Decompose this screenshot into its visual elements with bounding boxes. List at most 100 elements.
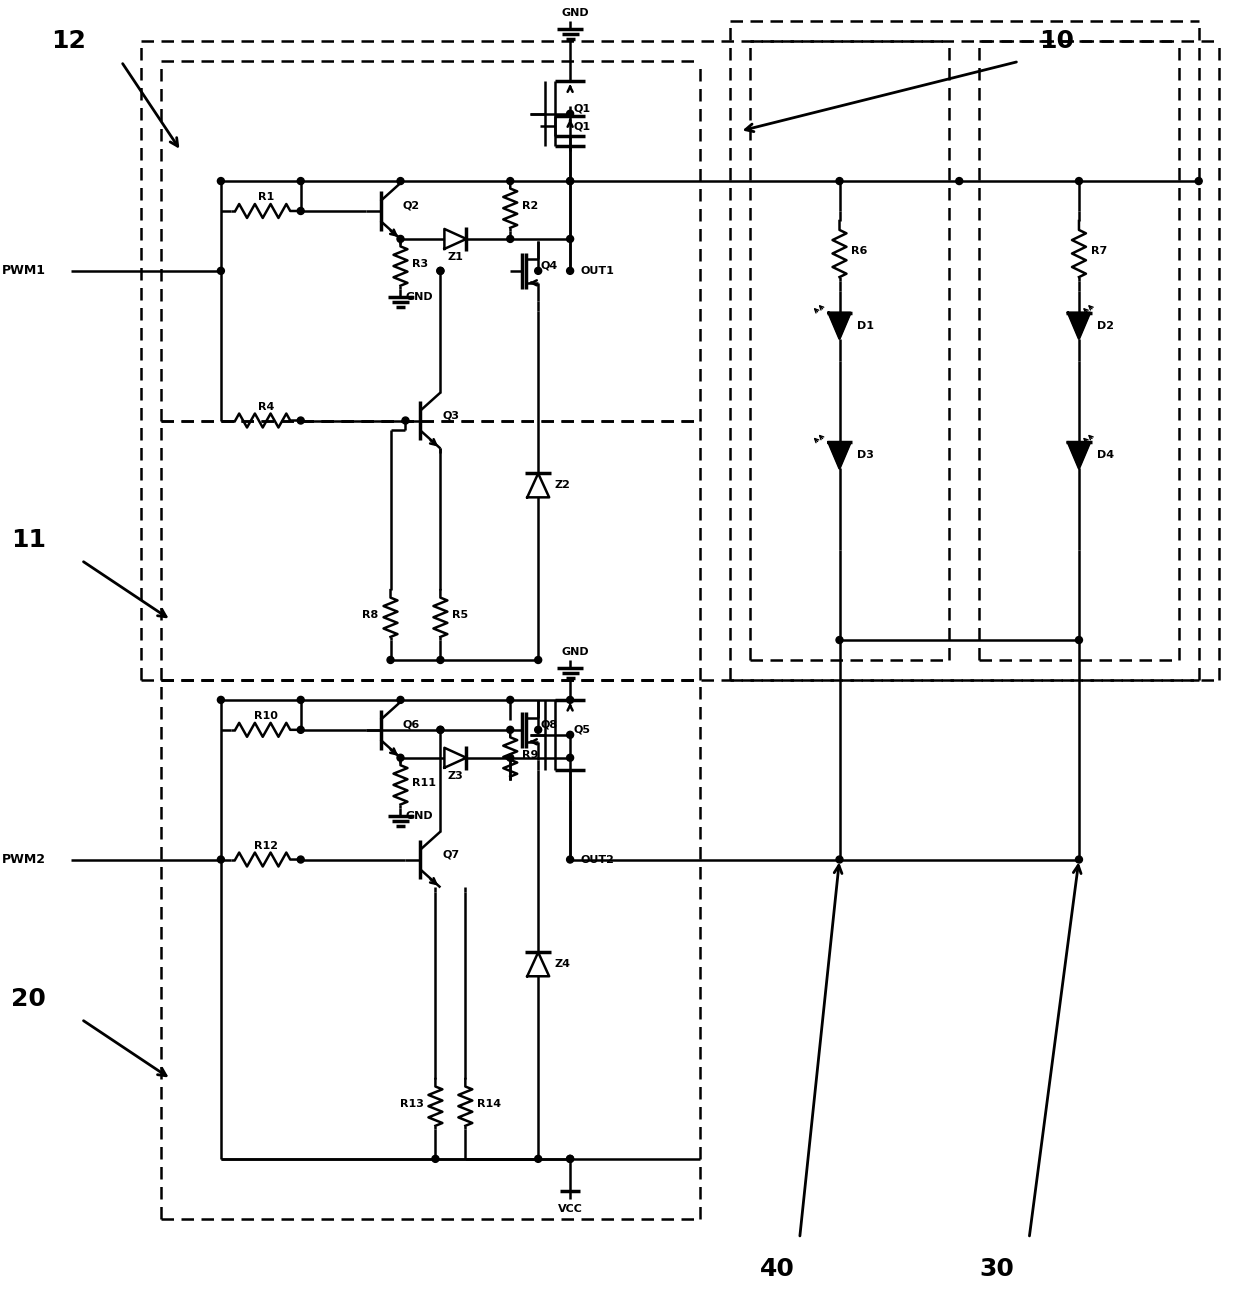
Circle shape: [567, 1156, 574, 1162]
Text: D3: D3: [858, 450, 874, 460]
Text: R5: R5: [453, 610, 469, 620]
Text: GND: GND: [562, 8, 589, 18]
Circle shape: [298, 208, 304, 214]
Text: OUT2: OUT2: [580, 854, 614, 864]
Text: Q4: Q4: [541, 261, 558, 270]
Text: D4: D4: [1097, 450, 1114, 460]
Circle shape: [507, 178, 513, 185]
Circle shape: [397, 178, 404, 185]
Polygon shape: [828, 313, 851, 339]
Circle shape: [1075, 178, 1083, 185]
Text: R9: R9: [522, 750, 538, 759]
Circle shape: [836, 855, 843, 863]
Circle shape: [436, 268, 444, 274]
Circle shape: [298, 727, 304, 733]
Text: GND: GND: [405, 291, 433, 302]
Text: OUT1: OUT1: [580, 266, 614, 276]
Text: R8: R8: [362, 610, 378, 620]
Circle shape: [397, 235, 404, 242]
Text: PWM1: PWM1: [1, 264, 46, 277]
Text: D1: D1: [858, 321, 874, 330]
Circle shape: [1195, 178, 1203, 185]
Text: VCC: VCC: [558, 1204, 583, 1214]
Circle shape: [567, 732, 574, 738]
Text: Q8: Q8: [541, 720, 557, 729]
Circle shape: [387, 656, 394, 663]
Text: Q3: Q3: [443, 411, 459, 420]
Text: Q5: Q5: [573, 725, 590, 734]
Circle shape: [432, 1156, 439, 1162]
Text: Q1: Q1: [573, 104, 590, 113]
Circle shape: [567, 268, 574, 274]
Circle shape: [298, 855, 304, 863]
Circle shape: [507, 727, 513, 733]
Circle shape: [436, 727, 444, 733]
Text: 30: 30: [980, 1257, 1014, 1280]
Circle shape: [567, 754, 574, 762]
Polygon shape: [828, 442, 851, 468]
Circle shape: [567, 1156, 574, 1162]
Text: GND: GND: [405, 811, 433, 820]
Text: Q6: Q6: [403, 720, 419, 729]
Circle shape: [436, 268, 444, 274]
Text: R4: R4: [258, 402, 274, 412]
Circle shape: [298, 417, 304, 424]
Circle shape: [567, 111, 574, 117]
Polygon shape: [1068, 442, 1090, 468]
Circle shape: [567, 178, 574, 185]
Circle shape: [567, 178, 574, 185]
Text: R14: R14: [477, 1098, 501, 1109]
Text: Q1: Q1: [573, 121, 590, 131]
Text: 12: 12: [51, 30, 86, 53]
Text: R13: R13: [399, 1098, 423, 1109]
Circle shape: [567, 697, 574, 703]
Text: R6: R6: [852, 246, 868, 256]
Circle shape: [534, 1156, 542, 1162]
Circle shape: [217, 268, 224, 274]
Text: Q2: Q2: [403, 202, 419, 211]
Circle shape: [436, 656, 444, 663]
Circle shape: [402, 417, 409, 424]
Circle shape: [836, 178, 843, 185]
Circle shape: [507, 235, 513, 242]
Circle shape: [397, 754, 404, 762]
Polygon shape: [1068, 313, 1090, 339]
Circle shape: [534, 727, 542, 733]
Circle shape: [397, 697, 404, 703]
Circle shape: [217, 855, 224, 863]
Circle shape: [1075, 637, 1083, 644]
Circle shape: [436, 727, 444, 733]
Circle shape: [534, 268, 542, 274]
Circle shape: [956, 178, 962, 185]
Text: Q7: Q7: [443, 849, 460, 859]
Text: D2: D2: [1097, 321, 1114, 330]
Circle shape: [567, 855, 574, 863]
Text: R11: R11: [413, 777, 436, 788]
Text: PWM2: PWM2: [1, 853, 46, 866]
Circle shape: [836, 637, 843, 644]
Text: Z4: Z4: [554, 959, 570, 970]
Text: Z2: Z2: [554, 481, 570, 490]
Circle shape: [507, 754, 513, 762]
Text: 10: 10: [1039, 30, 1074, 53]
Text: 40: 40: [760, 1257, 795, 1280]
Text: R1: R1: [258, 192, 274, 202]
Text: Z1: Z1: [448, 252, 464, 261]
Circle shape: [1075, 855, 1083, 863]
Circle shape: [567, 235, 574, 242]
Text: Z3: Z3: [448, 771, 464, 781]
Text: 11: 11: [11, 528, 46, 552]
Circle shape: [298, 697, 304, 703]
Circle shape: [217, 697, 224, 703]
Text: R3: R3: [413, 259, 429, 269]
Text: GND: GND: [562, 647, 589, 656]
Circle shape: [534, 656, 542, 663]
Text: 20: 20: [11, 987, 46, 1011]
Text: R10: R10: [254, 711, 278, 720]
Circle shape: [217, 178, 224, 185]
Text: R12: R12: [254, 841, 278, 850]
Text: R2: R2: [522, 202, 538, 211]
Circle shape: [298, 178, 304, 185]
Circle shape: [507, 697, 513, 703]
Text: R7: R7: [1091, 246, 1107, 256]
